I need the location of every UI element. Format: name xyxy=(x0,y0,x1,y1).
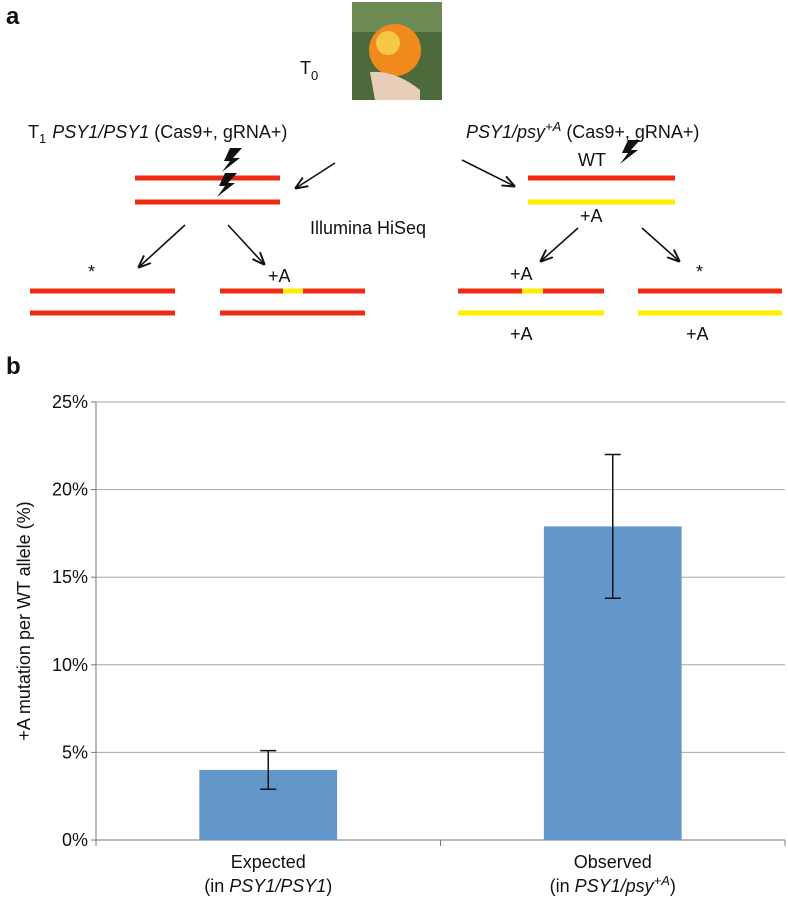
insert-text: +A xyxy=(580,206,603,226)
x-tick-label: Expected xyxy=(231,852,306,872)
t0-label: T0 xyxy=(300,58,318,83)
y-tick-label: 0% xyxy=(62,830,88,850)
x-tick-note: (in PSY1/PSY1) xyxy=(204,876,332,896)
x-tick-label: Observed xyxy=(574,852,652,872)
outcome-label: * xyxy=(88,262,95,282)
outcome-label: +A xyxy=(268,266,291,286)
right-header-rest: (Cas9+, gRNA+) xyxy=(561,122,699,142)
right-header-gene: PSY1/psy xyxy=(466,122,546,142)
outcome-4 xyxy=(638,288,782,316)
error-bar xyxy=(604,453,621,599)
y-axis-label-text: +A mutation per WT allele (%) xyxy=(14,501,34,740)
t0-sub: 0 xyxy=(311,68,318,83)
method-label: Illumina HiSeq xyxy=(310,218,426,238)
left-header-gene: PSY1/PSY1 xyxy=(52,122,149,142)
y-tick-label: 20% xyxy=(52,480,88,500)
t0-base: T xyxy=(300,58,311,78)
wt-text: WT xyxy=(578,150,606,170)
outcome-2 xyxy=(220,288,365,316)
right-header: PSY1/psy+A (Cas9+, gRNA+) xyxy=(466,119,699,142)
x-tick-note-part: ) xyxy=(326,876,332,896)
x-tick-note-part: +A xyxy=(654,873,670,888)
left-header: T1 PSY1/PSY1 (Cas9+, gRNA+) xyxy=(28,122,287,146)
right-parent xyxy=(528,140,675,205)
outcome-3 xyxy=(458,288,604,316)
insert-label: +A xyxy=(580,206,603,226)
x-tick-note: (in PSY1/psy+A) xyxy=(550,873,676,896)
outcome-text: +A xyxy=(510,324,533,344)
panel-label-text: b xyxy=(6,353,21,380)
outcome-label: * xyxy=(696,262,703,282)
left-header-sub: 1 xyxy=(39,131,46,146)
y-tick-label: 5% xyxy=(62,742,88,762)
outcome-text: +A xyxy=(510,264,533,284)
right-header-sup: +A xyxy=(545,119,561,134)
outcome-text: * xyxy=(696,262,703,282)
left-header-base: T xyxy=(28,122,39,142)
wt-label: WT xyxy=(578,150,606,170)
arrows xyxy=(139,159,679,267)
x-tick-note-part: (in xyxy=(204,876,229,896)
outcome-text: * xyxy=(88,262,95,282)
left-header-rest: (Cas9+, gRNA+) xyxy=(149,122,287,142)
x-tick-note-part: (in xyxy=(550,876,575,896)
x-tick-note-part: ) xyxy=(670,876,676,896)
tomato-photo xyxy=(352,2,442,100)
outcome-1 xyxy=(30,288,175,316)
panel-label: b xyxy=(6,353,21,380)
bar-chart: 0%5%10%15%20%25%Expected(in PSY1/PSY1)Ob… xyxy=(52,392,786,896)
left-parent xyxy=(135,148,280,205)
outcome-label: +A xyxy=(510,324,533,344)
outcome-text: +A xyxy=(686,324,709,344)
y-tick-label: 15% xyxy=(52,567,88,587)
outcome-label: +A xyxy=(510,264,533,284)
outcome-text: +A xyxy=(268,266,291,286)
y-tick-label: 25% xyxy=(52,392,88,412)
method-text: Illumina HiSeq xyxy=(310,218,426,238)
y-axis-label: +A mutation per WT allele (%) xyxy=(14,501,34,740)
y-tick-label: 10% xyxy=(52,655,88,675)
outcome-label: +A xyxy=(686,324,709,344)
panel-label: a xyxy=(6,3,20,30)
x-tick-note-part: PSY1/psy xyxy=(575,876,655,896)
error-bar xyxy=(260,749,277,790)
panel-label-text: a xyxy=(6,3,20,30)
x-tick-note-part: PSY1/PSY1 xyxy=(229,876,326,896)
